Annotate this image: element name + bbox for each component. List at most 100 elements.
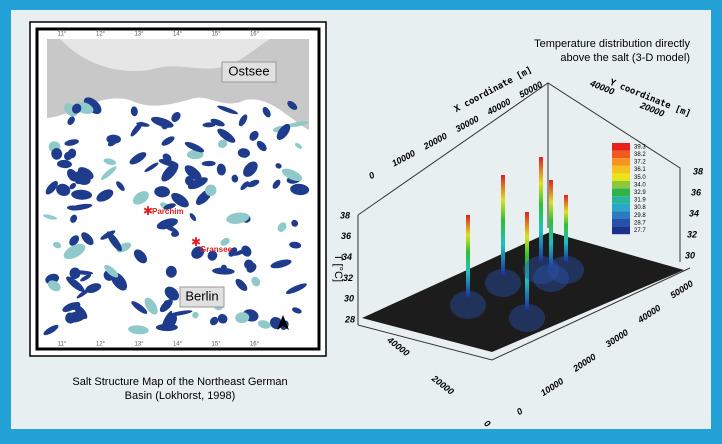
salt-structure: [66, 205, 80, 211]
salt-structure: [43, 214, 57, 220]
salt-structure: [45, 181, 58, 195]
lon-label: 15°: [211, 342, 221, 348]
salt-structure: [184, 165, 202, 181]
salt-structure: [272, 179, 281, 189]
city-marker: ✱: [143, 204, 153, 218]
salt-structure: [100, 166, 117, 180]
salt-structure: [71, 103, 82, 114]
salt-structure: [201, 160, 216, 167]
salt-structure: [287, 121, 309, 127]
salt-structure: [103, 158, 117, 165]
salt-structure: [247, 179, 260, 188]
colorbar-swatch: [612, 173, 630, 181]
spike-base: [548, 256, 584, 284]
salt-structure: [189, 213, 197, 221]
caption: Basin (Lokhorst, 1998): [125, 390, 236, 402]
tick-label: 28: [344, 314, 355, 324]
sea: [60, 39, 270, 71]
colorbar-swatch: [612, 211, 630, 219]
city-label: Gransee: [200, 245, 233, 254]
salt-structure: [69, 235, 80, 246]
salt-structure: [186, 149, 204, 160]
salt-structure: [69, 182, 77, 190]
model-title: above the salt (3-D model): [560, 52, 690, 64]
colorbar-swatch: [612, 181, 630, 189]
salt-structure: [80, 274, 92, 282]
salt-structure: [235, 278, 248, 291]
salt-structure: [262, 106, 271, 118]
lon-label: 11°: [58, 32, 67, 38]
salt-structure: [136, 122, 150, 127]
salt-structure: [129, 152, 147, 165]
tick-label: 36: [691, 187, 702, 197]
tick-label: 34: [689, 208, 699, 218]
salt-structure: [243, 161, 258, 177]
colorbar-label: 39.3: [634, 144, 646, 150]
salt-structure: [64, 139, 79, 146]
salt-structure: [96, 189, 114, 202]
tick-label: 38: [693, 166, 703, 176]
salt-structure: [289, 241, 302, 249]
lon-label: 15°: [211, 32, 221, 38]
colorbar-swatch: [612, 188, 630, 197]
colorbar-label: 30.8: [634, 205, 646, 211]
salt-structure: [202, 122, 216, 128]
salt-structure: [187, 177, 208, 190]
salt-structure: [144, 162, 159, 173]
city-marker: ✱: [191, 235, 201, 249]
salt-structure: [133, 249, 148, 264]
salt-structure: [116, 181, 125, 191]
colorbar-swatch: [612, 158, 630, 166]
salt-structure: [249, 130, 259, 141]
salt-structure: [277, 222, 287, 232]
label-box: [221, 61, 277, 83]
salt-structure: [83, 97, 102, 115]
colorbar-label: 31.9: [634, 198, 646, 204]
tick-label: 0: [482, 418, 492, 429]
salt-structure: [205, 184, 217, 197]
salt-structure: [294, 142, 303, 149]
salt-structure: [216, 163, 226, 176]
colorbar-label: 34.0: [634, 182, 646, 188]
salt-structure: [217, 139, 228, 148]
colorbar-swatch: [612, 203, 630, 212]
salt-structure: [53, 241, 62, 249]
salt-structure: [71, 301, 81, 311]
map: [43, 39, 310, 339]
salt-structure: [156, 218, 178, 230]
salt-structure: [104, 264, 119, 278]
salt-structure: [70, 214, 78, 223]
spike: [564, 195, 568, 262]
salt-structure: [162, 153, 172, 163]
sea-label: Ostsee: [228, 63, 269, 78]
salt-structure: [256, 140, 267, 152]
salt-structure: [275, 163, 282, 169]
salt-structure: [207, 250, 218, 261]
salt-structure: [191, 246, 205, 259]
salt-structure: [163, 203, 176, 210]
lon-label: 13°: [134, 32, 144, 38]
salt-structure: [67, 116, 75, 126]
salt-structure: [71, 189, 93, 200]
tick-label: 38: [340, 210, 350, 220]
axis-label: T [°C]: [332, 254, 344, 282]
salt-structure: [241, 245, 252, 257]
spike: [539, 157, 543, 262]
salt-structure: [77, 167, 94, 180]
surface: [362, 232, 684, 352]
salt-structure: [64, 151, 73, 161]
salt-structure: [228, 247, 238, 257]
label-box: [179, 286, 225, 308]
salt-structure: [56, 183, 71, 196]
tick-label: 0: [515, 406, 525, 417]
salt-structure: [69, 267, 81, 279]
salt-structure: [165, 265, 177, 278]
salt-structure: [270, 259, 292, 269]
salt-structure: [238, 114, 248, 127]
salt-structure: [163, 300, 172, 309]
lon-label: 12°: [96, 342, 106, 348]
salt-structure: [66, 276, 85, 292]
salt-structure: [161, 162, 179, 182]
tick-label: 30: [685, 250, 695, 260]
